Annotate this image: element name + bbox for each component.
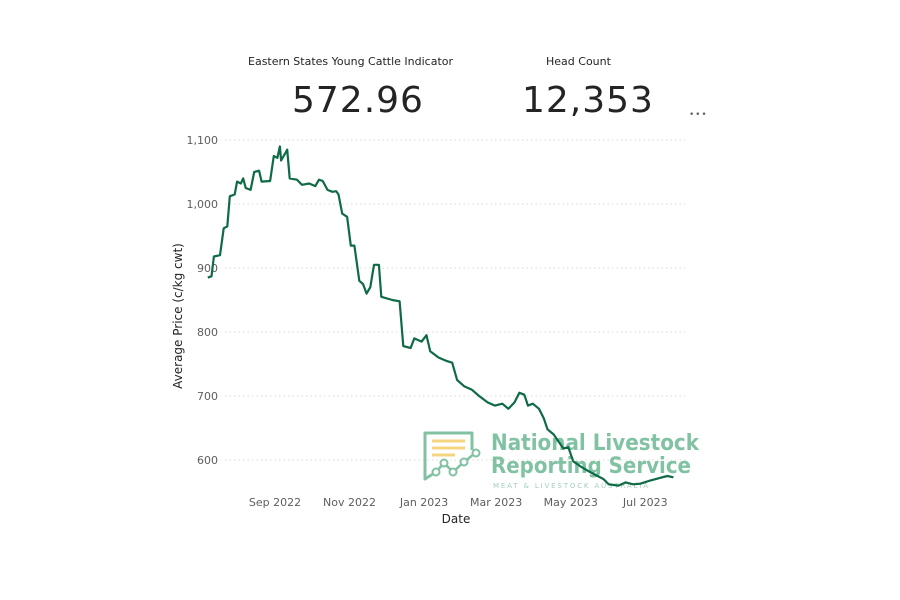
y-tick-label: 900 [197, 262, 218, 275]
y-tick-label: 1,100 [187, 134, 219, 147]
x-tick-label: Jan 2023 [399, 496, 448, 509]
x-axis-title: Date [442, 512, 471, 526]
nlrs-watermark-logo: National Livestock Reporting Service MEA… [423, 431, 700, 490]
kpi-value-head-count: 12,353 [522, 80, 654, 121]
ellipsis-icon[interactable]: • • • [689, 110, 707, 120]
y-tick-label: 600 [197, 454, 218, 467]
watermark-line2: Reporting Service [491, 454, 691, 479]
x-tick-label: Jul 2023 [622, 496, 668, 509]
price-line [207, 145, 674, 487]
gridlines [225, 139, 688, 461]
watermark-line3: MEAT & LIVESTOCK AUSTRALIA [493, 482, 648, 490]
y-tick-label: 700 [197, 390, 218, 403]
y-tick-label: 800 [197, 326, 218, 339]
y-axis-title: Average Price (c/kg cwt) [171, 243, 185, 389]
x-tick-label: May 2023 [544, 496, 598, 509]
y-tick-label: 1,000 [187, 198, 219, 211]
kpi-title-young-cattle-indicator: Eastern States Young Cattle Indicator [248, 55, 454, 68]
x-tick-label: Nov 2022 [323, 496, 376, 509]
x-tick-label: Sep 2022 [249, 496, 301, 509]
report-chart-icon [423, 431, 481, 481]
x-axis-ticks: Sep 2022 Nov 2022 Jan 2023 Mar 2023 May 2023… [249, 496, 668, 509]
watermark-line1: National Livestock [491, 431, 700, 456]
y-axis-ticks: 1,100 1,000 900 800 700 600 [187, 134, 219, 467]
kpi-value-young-cattle-indicator: 572.96 [292, 80, 424, 121]
kpi-title-head-count: Head Count [546, 55, 611, 68]
x-tick-label: Mar 2023 [470, 496, 522, 509]
